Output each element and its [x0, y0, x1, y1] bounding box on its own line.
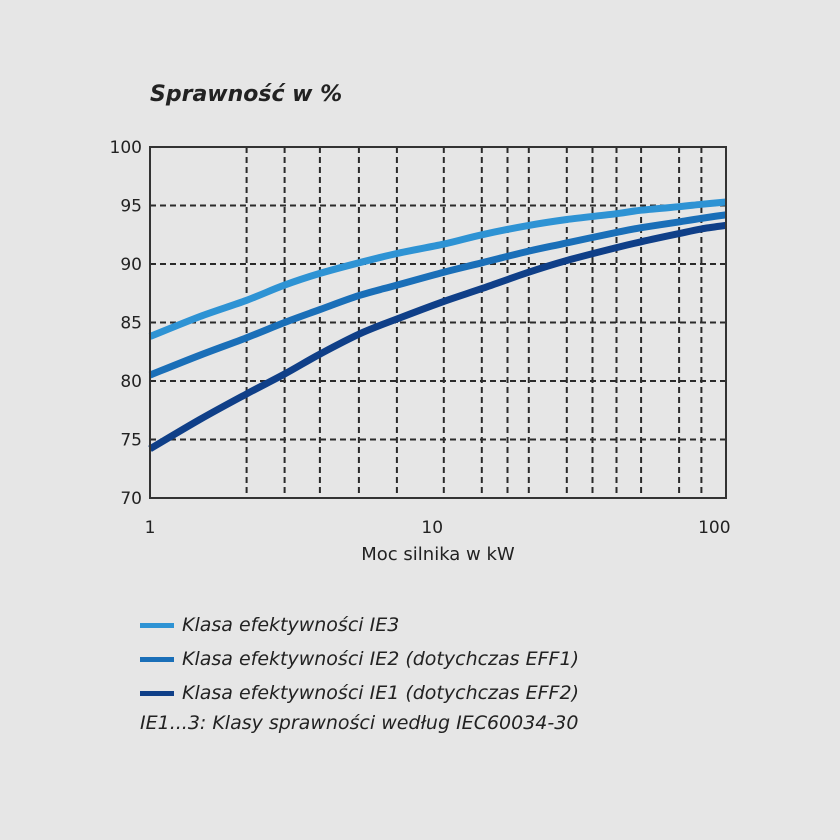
- x-tick-label-1: 10: [421, 518, 443, 538]
- x-axis-title: Moc silnika w kW: [361, 544, 515, 565]
- efficiency-chart: 100 95 90 85 80 75 701 10 100: [110, 138, 731, 538]
- y-tick-label-3: 85: [120, 314, 142, 334]
- legend-label-ie1: Klasa efektywności IE1 (dotychczas EFF2): [182, 682, 579, 704]
- legend-label-ie3: Klasa efektywności IE3: [182, 614, 400, 636]
- series-line-1: [148, 211, 727, 379]
- y-tick-label-5: 75: [120, 431, 142, 451]
- tick-layer: 100 95 90 85 80 75 701 10 100: [110, 138, 731, 538]
- legend-swatch-ie3: [140, 622, 174, 628]
- plot-frame: [149, 146, 727, 499]
- legend-item-ie1: Klasa efektywności IE1 (dotychczas EFF2): [140, 676, 579, 710]
- y-axis-title: Sprawność w %: [150, 82, 343, 107]
- footnote: IE1...3: Klasy sprawności według IEC6003…: [140, 712, 579, 734]
- legend-swatch-ie2: [140, 656, 174, 662]
- legend-item-ie2: Klasa efektywności IE2 (dotychczas EFF1): [140, 642, 579, 676]
- series-line-0: [148, 198, 727, 340]
- y-tick-label-1: 95: [120, 197, 142, 217]
- legend-swatch-ie1: [140, 690, 174, 696]
- legend-label-ie2: Klasa efektywności IE2 (dotychczas EFF1): [182, 648, 579, 670]
- series-line-2: [148, 221, 727, 452]
- x-tick-label-0: 1: [145, 518, 156, 538]
- y-tick-label-4: 80: [120, 372, 142, 392]
- y-tick-label-2: 90: [120, 255, 142, 275]
- x-tick-label-2: 100: [698, 518, 730, 538]
- legend: Klasa efektywności IE3 Klasa efektywnośc…: [140, 608, 579, 710]
- y-tick-label-6: 70: [120, 489, 142, 509]
- series-layer: [148, 198, 727, 452]
- y-tick-label-0: 100: [110, 138, 142, 158]
- legend-item-ie3: Klasa efektywności IE3: [140, 608, 579, 642]
- grid-layer: [150, 147, 727, 498]
